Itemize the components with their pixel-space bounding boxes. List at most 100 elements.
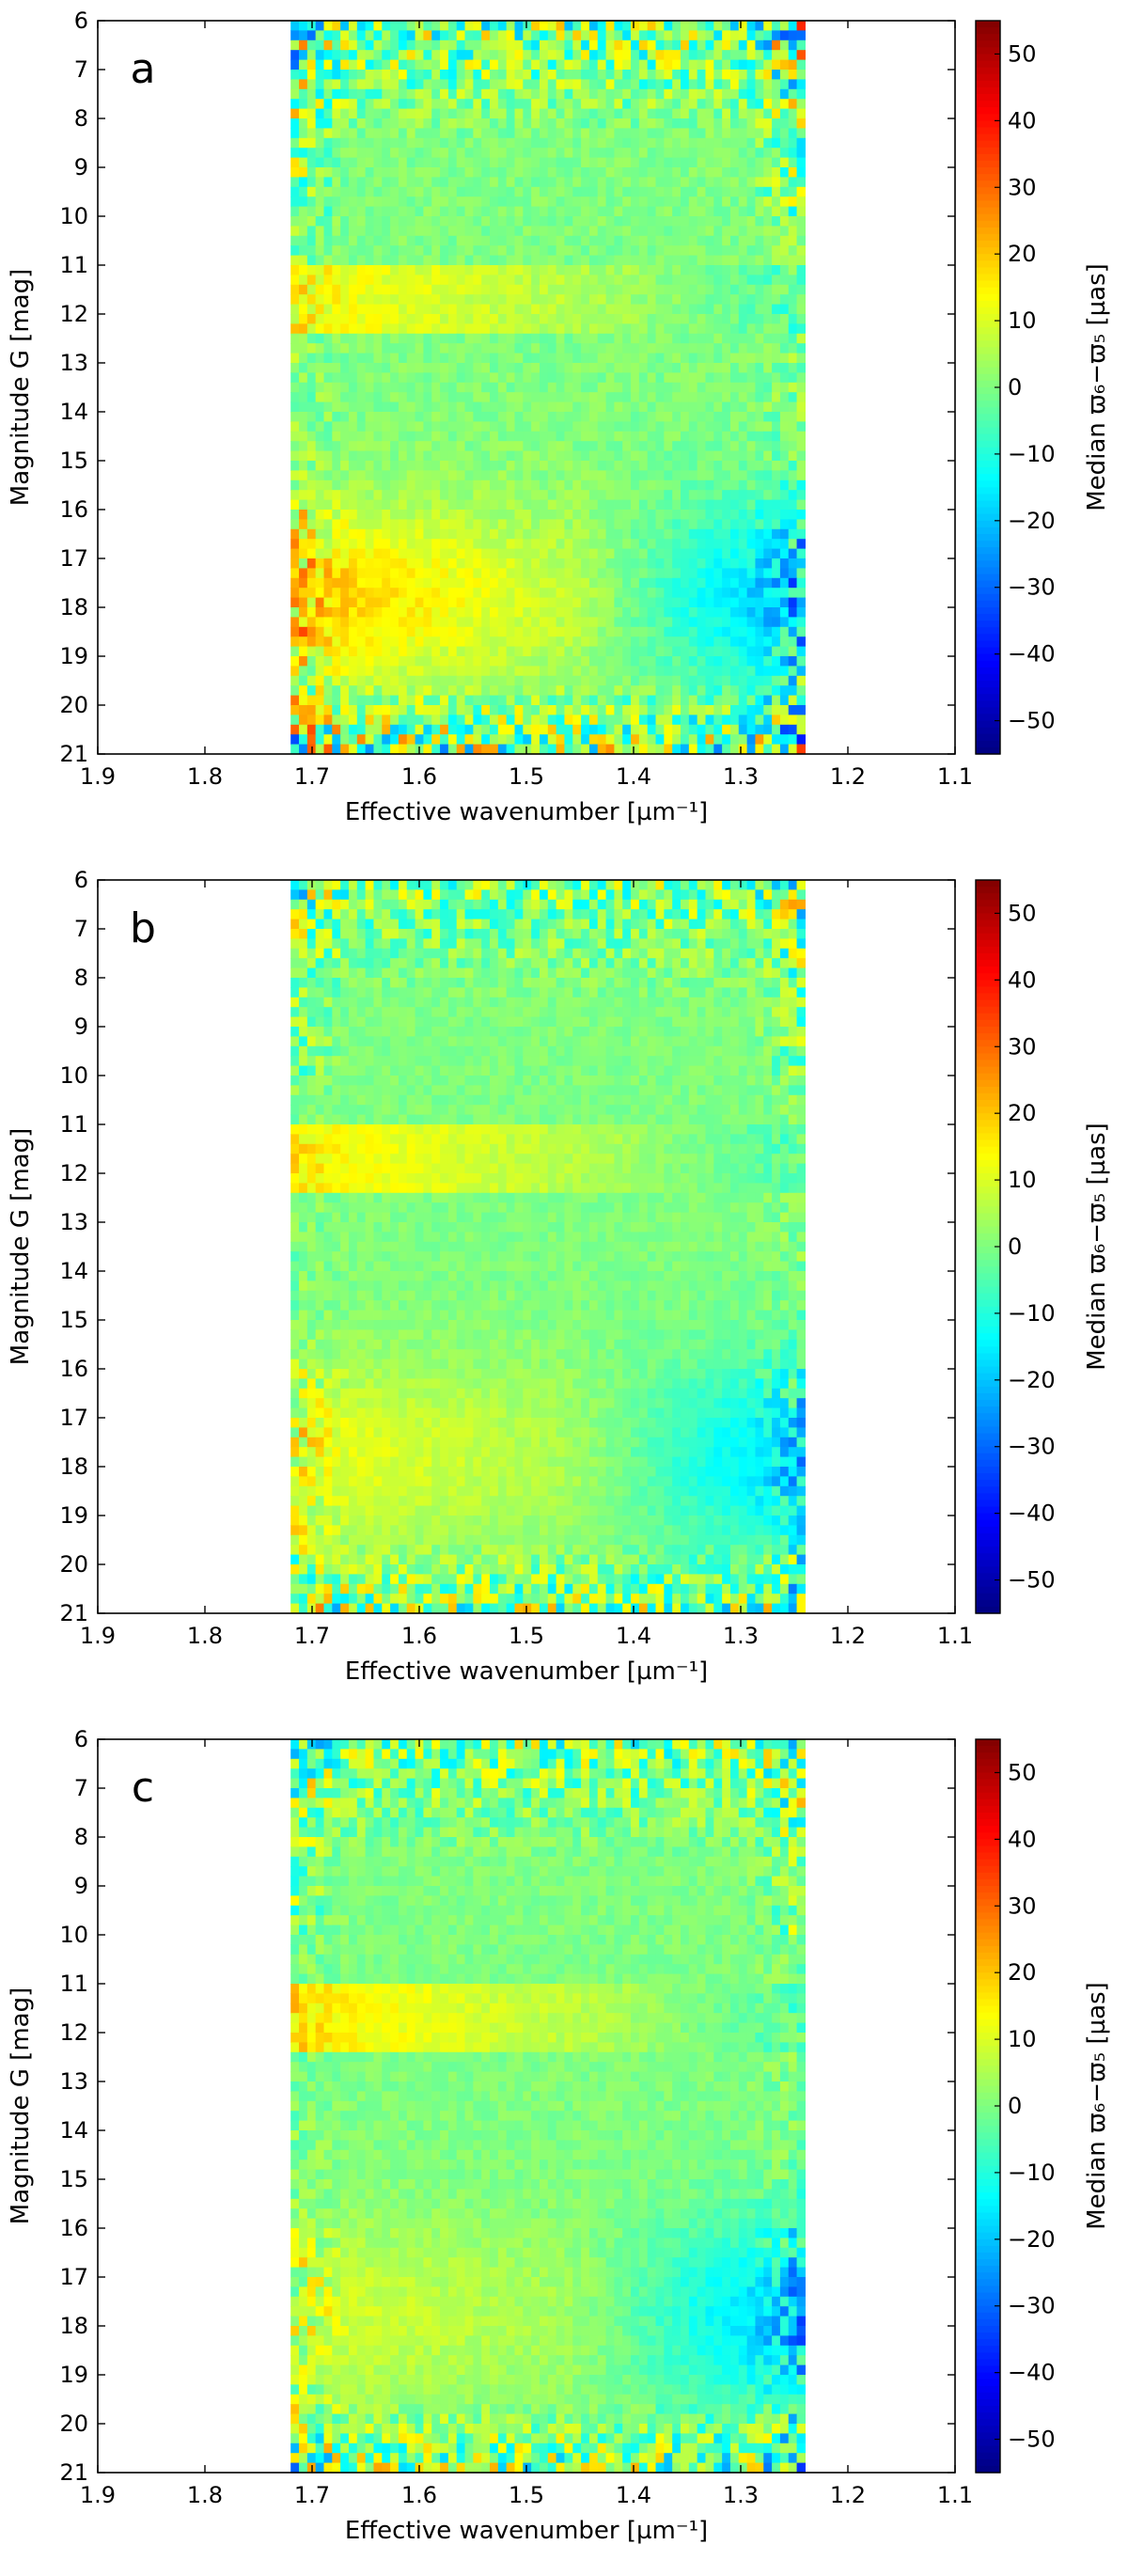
heatmap-cell (349, 353, 357, 364)
heatmap-cell (598, 696, 606, 706)
heatmap-cell (581, 294, 589, 305)
heatmap-cell (498, 128, 507, 138)
heatmap-cell (556, 647, 565, 657)
heatmap-cell (631, 305, 639, 315)
heatmap-cell (473, 666, 481, 676)
heatmap-cell (780, 383, 789, 393)
heatmap-cell (564, 617, 572, 627)
heatmap-cell (581, 715, 589, 725)
heatmap-cell (622, 99, 631, 109)
heatmap-cell (373, 451, 382, 462)
heatmap-cell (481, 627, 490, 637)
heatmap-cell (664, 880, 672, 890)
heatmap-cell (316, 598, 324, 608)
heatmap-cell (572, 705, 581, 715)
heatmap-cell (523, 402, 531, 413)
heatmap-cell (390, 216, 399, 227)
heatmap-cell (290, 889, 299, 900)
heatmap-cell (498, 343, 507, 353)
heatmap-cell (290, 529, 299, 540)
heatmap-cell (564, 314, 572, 324)
heatmap-cell (407, 148, 415, 158)
heatmap-cell (324, 647, 333, 657)
heatmap-cell (507, 607, 515, 618)
heatmap-cell (349, 334, 357, 344)
heatmap-cell (431, 216, 440, 227)
heatmap-cell (763, 529, 772, 540)
heatmap-cell (713, 177, 722, 187)
heatmap-cell (789, 343, 797, 353)
heatmap-cell (622, 480, 631, 491)
heatmap-cell (457, 734, 465, 745)
heatmap-cell (373, 128, 382, 138)
heatmap-cell (373, 372, 382, 383)
heatmap-cell (457, 666, 465, 676)
heatmap-cell (340, 323, 349, 334)
heatmap-cell (797, 353, 806, 364)
heatmap-cell (340, 363, 349, 373)
heatmap-cell (739, 79, 747, 89)
heatmap-cell (399, 745, 407, 755)
heatmap-cell (390, 715, 399, 725)
heatmap-cell (598, 353, 606, 364)
heatmap-cell (747, 79, 756, 89)
heatmap-cell (357, 588, 366, 598)
heatmap-cell (431, 40, 440, 51)
heatmap-cell (614, 158, 622, 168)
heatmap-cell (648, 578, 656, 589)
heatmap-cell (797, 568, 806, 578)
heatmap-cell (349, 461, 357, 471)
heatmap-cell (730, 353, 739, 364)
heatmap-cell (490, 880, 498, 890)
heatmap-cell (299, 900, 307, 910)
heatmap-cell (672, 226, 681, 236)
heatmap-cell (390, 285, 399, 295)
heatmap-cell (431, 236, 440, 246)
heatmap-cell (722, 109, 730, 119)
heatmap-cell (730, 568, 739, 578)
heatmap-cell (739, 480, 747, 491)
heatmap-cell (373, 196, 382, 207)
heatmap-cell (399, 158, 407, 168)
heatmap-cell (722, 627, 730, 637)
heatmap-cell (440, 372, 448, 383)
heatmap-cell (780, 158, 789, 168)
heatmap-cell (763, 666, 772, 676)
heatmap-cell (598, 519, 606, 529)
heatmap-cell (797, 275, 806, 285)
heatmap-cell (705, 256, 713, 266)
heatmap-cell (697, 372, 706, 383)
heatmap-cell (440, 177, 448, 187)
heatmap-cell (431, 470, 440, 480)
heatmap-cell (614, 539, 622, 549)
heatmap-cell (490, 607, 498, 618)
heatmap-cell (631, 666, 639, 676)
heatmap-cell (648, 285, 656, 295)
heatmap-cell (639, 323, 648, 334)
heatmap-cell (340, 109, 349, 119)
heatmap-cell (507, 79, 515, 89)
heatmap-cell (780, 734, 789, 745)
heatmap-cell (473, 529, 481, 540)
heatmap-cell (440, 305, 448, 315)
heatmap-cell (631, 21, 639, 31)
heatmap-cell (332, 70, 340, 80)
heatmap-cell (431, 889, 440, 900)
heatmap-cell (515, 177, 524, 187)
heatmap-cell (581, 539, 589, 549)
heatmap-cell (713, 627, 722, 637)
heatmap-cell (290, 207, 299, 217)
heatmap-cell (540, 421, 548, 432)
heatmap-cell (755, 372, 763, 383)
heatmap-cell (431, 353, 440, 364)
heatmap-cell (648, 167, 656, 178)
heatmap-cell (648, 715, 656, 725)
heatmap-cell (399, 715, 407, 725)
heatmap-cell (523, 676, 531, 686)
heatmap-cell (399, 412, 407, 422)
heatmap-cell (490, 89, 498, 100)
heatmap-cell (598, 676, 606, 686)
heatmap-cell (689, 353, 697, 364)
heatmap-cell (705, 480, 713, 491)
heatmap-cell (556, 187, 565, 197)
